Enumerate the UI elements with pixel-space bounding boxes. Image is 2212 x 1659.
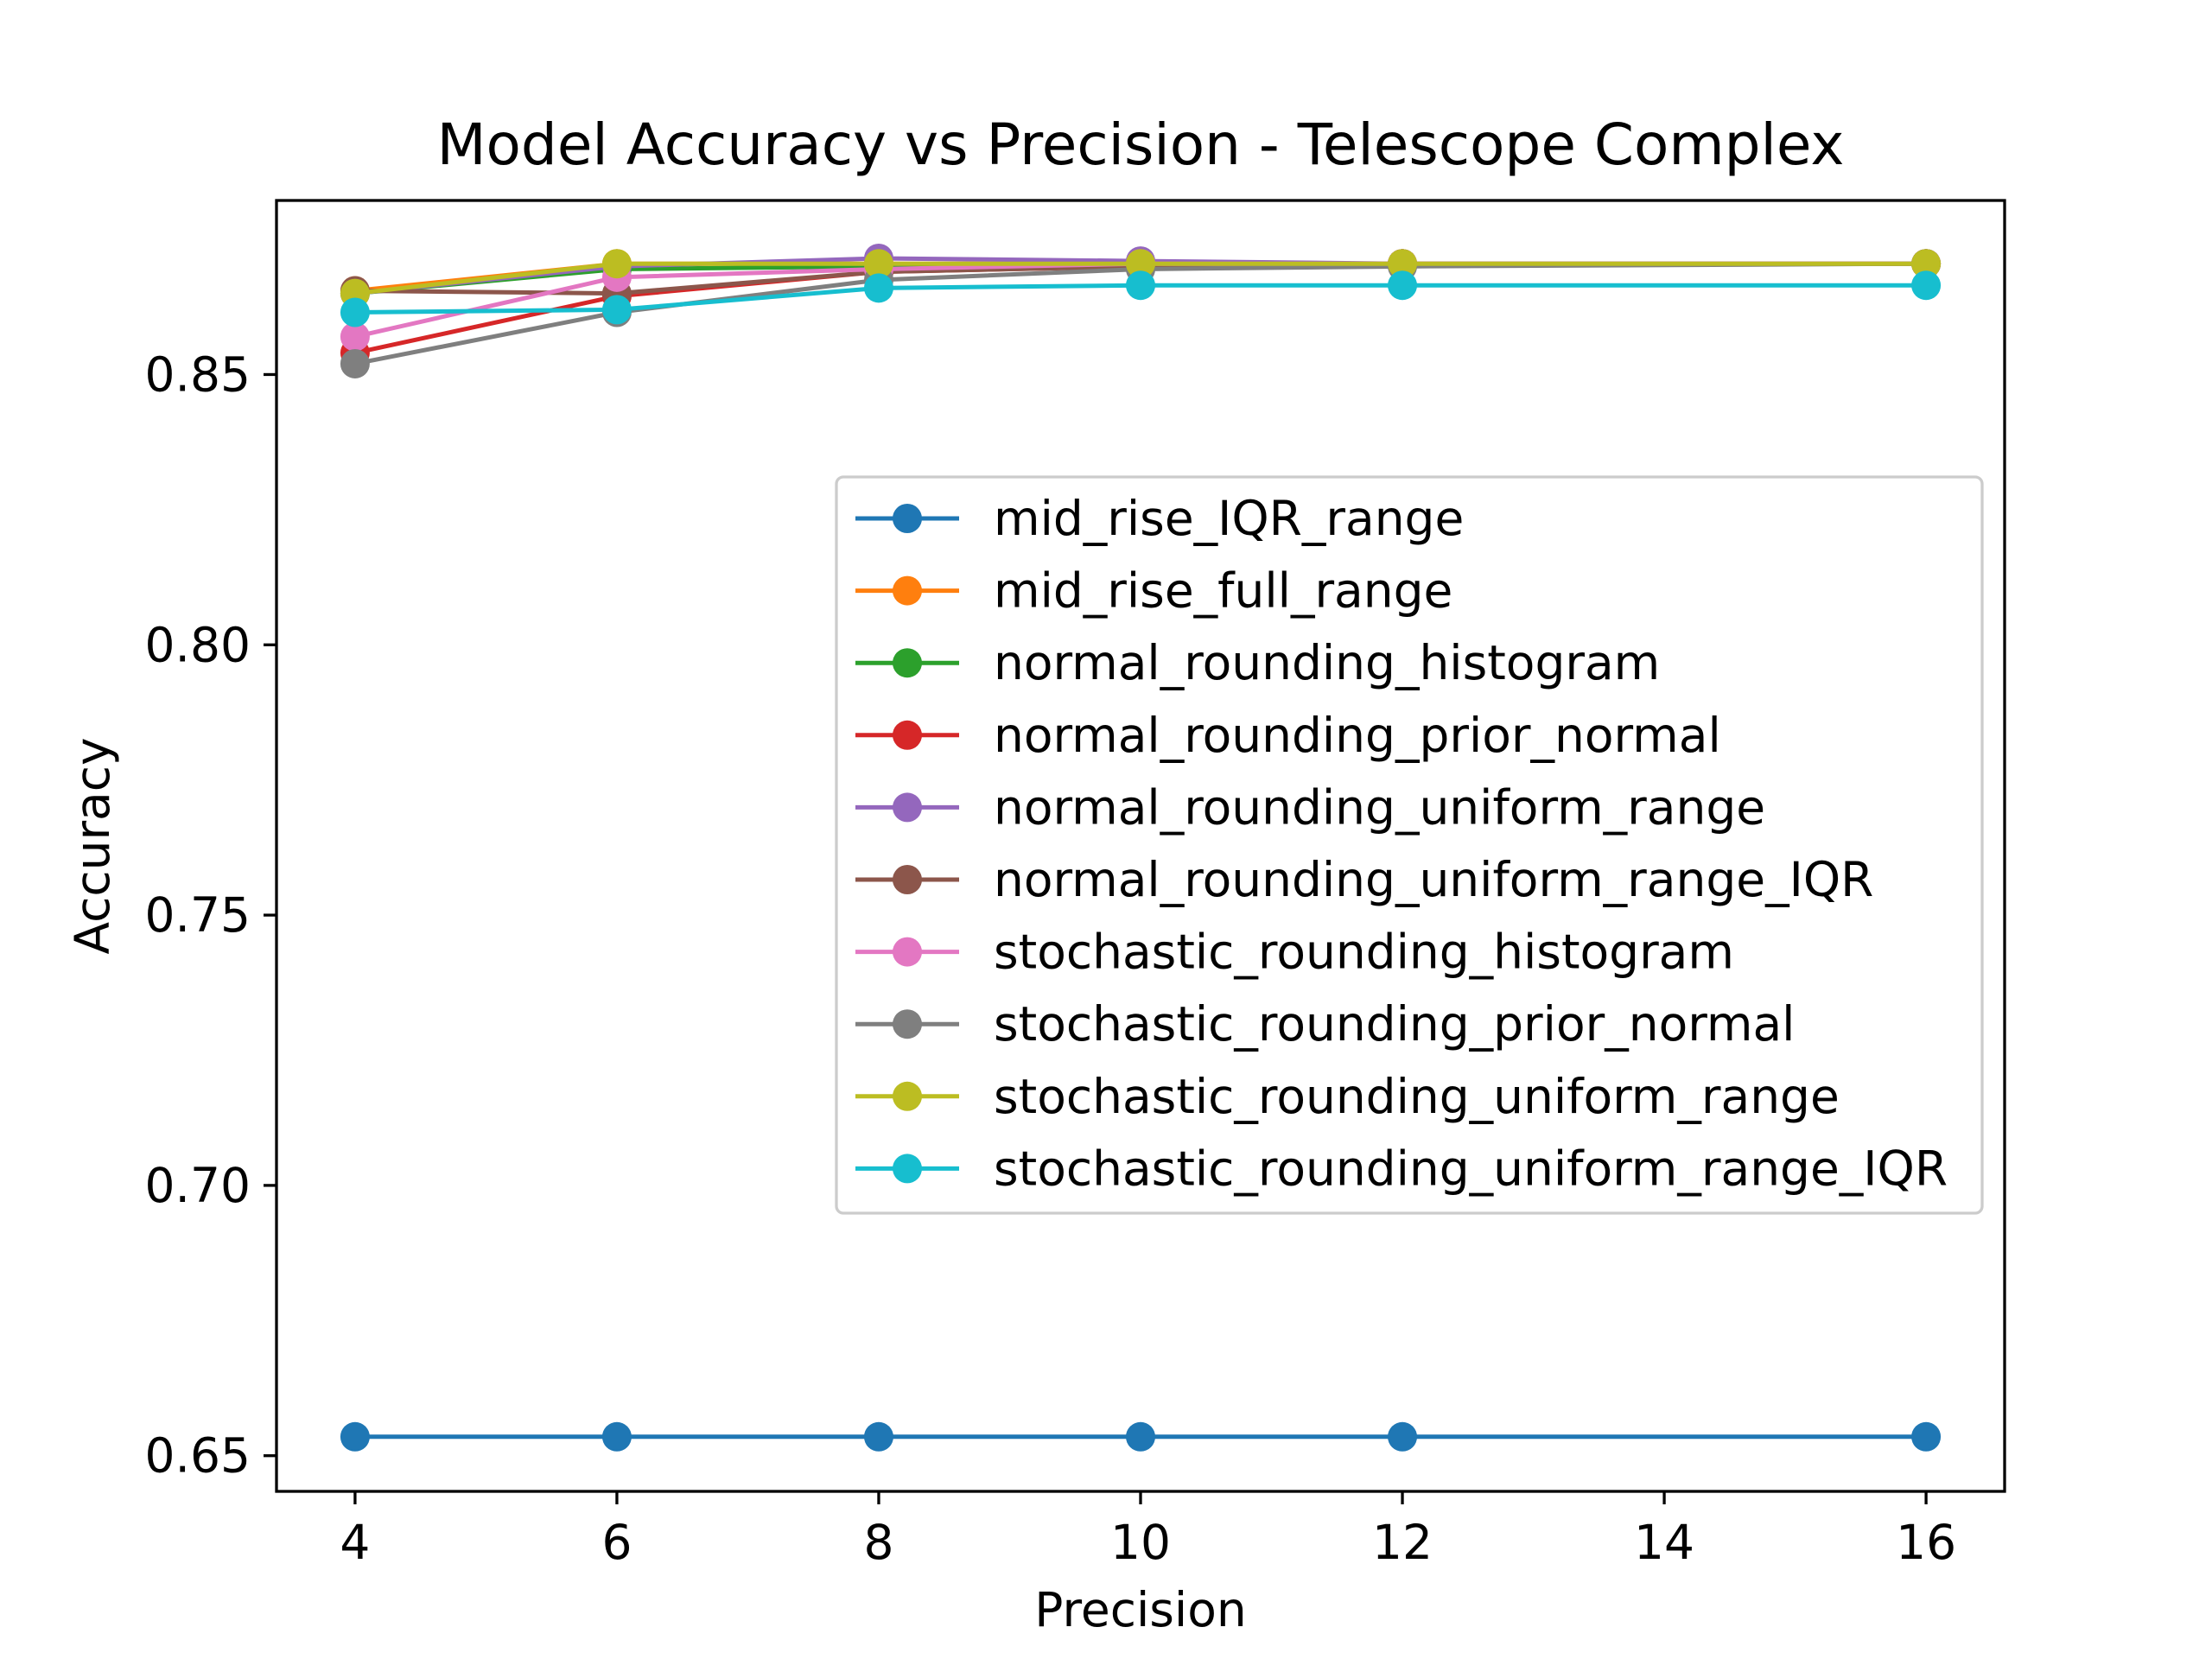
legend-label: normal_rounding_uniform_range_IQR	[994, 852, 1873, 907]
series-line	[354, 261, 1927, 296]
legend-swatch-marker	[893, 1154, 922, 1184]
legend-label: stochastic_rounding_histogram	[994, 925, 1734, 980]
y-tick-label: 0.75	[145, 887, 251, 943]
legend-entry: normal_rounding_histogram	[855, 635, 1660, 690]
legend-label: normal_rounding_prior_normal	[994, 708, 1721, 763]
series-stochastic-rounding-uniform-range-IQR	[340, 270, 1942, 327]
data-point	[340, 1421, 370, 1452]
legend-label: mid_rise_full_range	[994, 563, 1452, 619]
y-tick-label: 0.70	[145, 1158, 251, 1213]
legend: mid_rise_IQR_range mid_rise_full_rangenor…	[835, 475, 1984, 1215]
legend-label: stochastic_rounding_uniform_range_IQR	[994, 1141, 1948, 1196]
data-point	[1388, 249, 1418, 279]
legend-swatch-marker	[893, 575, 922, 606]
legend-label: mid_rise_IQR_range	[994, 491, 1464, 546]
x-tick-label: 8	[863, 1515, 893, 1570]
data-point	[1911, 1421, 1942, 1452]
legend-label: stochastic_rounding_uniform_range	[994, 1069, 1840, 1124]
x-axis: 4 6 8 10 12 14 16	[340, 1491, 1956, 1570]
legend-swatch-marker	[893, 792, 922, 823]
y-axis: 0.65 0.70 0.75 0.80 0.85	[145, 346, 276, 1484]
data-point	[863, 273, 893, 303]
data-point	[1388, 270, 1418, 301]
y-tick-label: 0.65	[145, 1428, 251, 1484]
y-tick-label: 0.85	[145, 346, 251, 402]
data-point	[1126, 249, 1155, 279]
legend-entry: stochastic_rounding_uniform_range_IQR	[855, 1141, 1948, 1196]
x-tick-label: 16	[1896, 1515, 1956, 1570]
data-point	[863, 249, 893, 279]
data-point	[340, 321, 370, 352]
legend-entry: mid_rise_full_range	[855, 563, 1452, 619]
x-tick-label: 12	[1372, 1515, 1433, 1570]
legend-entry: normal_rounding_uniform_range	[855, 779, 1765, 835]
data-point	[1126, 270, 1155, 301]
data-point	[601, 249, 632, 279]
chart-title: Model Accuracy vs Precision - Telescope …	[437, 111, 1845, 178]
legend-swatch-marker	[893, 1009, 922, 1039]
data-point	[340, 297, 370, 327]
series-line	[354, 261, 1927, 366]
data-point	[601, 1421, 632, 1452]
y-axis-label: Accuracy	[65, 737, 120, 954]
legend-swatch-marker	[893, 865, 922, 894]
data-point	[601, 295, 632, 325]
legend-frame	[835, 475, 1984, 1215]
legend-label: normal_rounding_uniform_range	[994, 779, 1765, 835]
data-point	[1911, 249, 1942, 279]
legend-swatch-marker	[893, 648, 922, 678]
legend-entry: stochastic_rounding_uniform_range	[855, 1069, 1840, 1124]
legend-items: mid_rise_IQR_range mid_rise_full_rangenor…	[855, 491, 1948, 1196]
y-tick-label: 0.80	[145, 617, 251, 672]
x-tick-label: 4	[340, 1515, 370, 1570]
x-tick-label: 14	[1634, 1515, 1694, 1570]
legend-entry: normal_rounding_uniform_range_IQR	[855, 852, 1873, 907]
legend-swatch-marker	[893, 1081, 922, 1111]
legend-entry: normal_rounding_prior_normal	[855, 708, 1721, 763]
series-line	[354, 283, 1927, 315]
data-point	[1911, 270, 1942, 301]
x-tick-label: 10	[1110, 1515, 1171, 1570]
data-point	[340, 348, 370, 378]
x-tick-label: 6	[601, 1515, 632, 1570]
legend-entry: mid_rise_IQR_range	[855, 491, 1464, 546]
data-point	[1126, 1421, 1155, 1452]
legend-swatch-marker	[893, 504, 922, 533]
legend-swatch-marker	[893, 720, 922, 750]
series-mid-rise-IQR-range	[340, 1421, 1942, 1452]
legend-entry: stochastic_rounding_histogram	[855, 925, 1734, 980]
legend-swatch-marker	[893, 937, 922, 967]
series-layer	[340, 243, 1942, 1452]
legend-entry: stochastic_rounding_prior_normal	[855, 996, 1795, 1052]
legend-label: stochastic_rounding_prior_normal	[994, 996, 1795, 1052]
x-axis-label: Precision	[1034, 1582, 1246, 1637]
data-point	[1388, 1421, 1418, 1452]
data-point	[863, 1421, 893, 1452]
legend-label: normal_rounding_histogram	[994, 635, 1660, 690]
